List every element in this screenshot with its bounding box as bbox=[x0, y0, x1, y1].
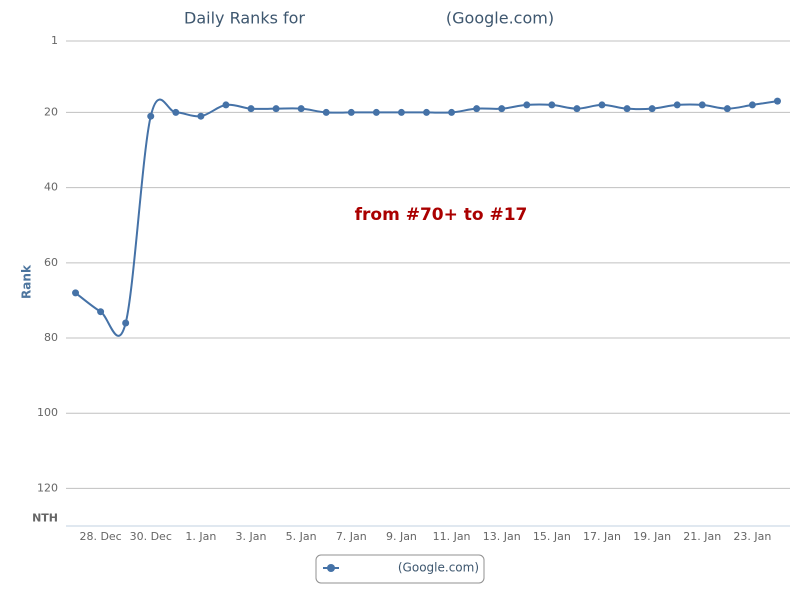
data-point bbox=[598, 101, 606, 109]
data-point bbox=[473, 105, 481, 113]
data-point bbox=[573, 105, 581, 113]
x-tick-label: 13. Jan bbox=[483, 530, 521, 543]
data-point bbox=[397, 108, 405, 116]
x-tick-label: 19. Jan bbox=[633, 530, 671, 543]
data-point bbox=[172, 108, 180, 116]
data-point bbox=[322, 108, 330, 116]
y-tick-label: 120 bbox=[37, 481, 58, 494]
y-tick-label: 60 bbox=[44, 256, 58, 269]
chart-title-site: (Google.com) bbox=[446, 9, 554, 28]
annotation: from #70+ to #17 bbox=[355, 205, 528, 225]
x-tick-label: 21. Jan bbox=[683, 530, 721, 543]
data-point bbox=[222, 101, 230, 109]
data-point bbox=[723, 105, 731, 113]
data-point bbox=[623, 105, 631, 113]
legend-marker bbox=[327, 564, 335, 572]
x-tick-label: 17. Jan bbox=[583, 530, 621, 543]
x-tick-label: 23. Jan bbox=[733, 530, 771, 543]
data-point bbox=[72, 289, 80, 297]
x-tick-label: 28. Dec bbox=[79, 530, 121, 543]
data-point bbox=[423, 108, 430, 116]
y-tick-label: 40 bbox=[44, 181, 58, 194]
x-tick-label: 15. Jan bbox=[533, 530, 571, 543]
data-point bbox=[347, 108, 355, 116]
data-point bbox=[372, 108, 380, 116]
x-tick-label: 9. Jan bbox=[386, 530, 417, 543]
data-point bbox=[147, 112, 155, 120]
y-axis-label: Rank bbox=[20, 264, 34, 299]
x-tick-label: 5. Jan bbox=[286, 530, 317, 543]
y-tick-label: 100 bbox=[37, 406, 58, 419]
y-tick-label: NTH bbox=[32, 511, 58, 524]
x-tick-label: 30. Dec bbox=[130, 530, 172, 543]
data-point bbox=[673, 101, 681, 109]
data-point bbox=[297, 105, 305, 113]
x-tick-label: 3. Jan bbox=[236, 530, 267, 543]
y-tick-label: 80 bbox=[44, 331, 58, 344]
data-point bbox=[498, 105, 506, 113]
data-point bbox=[197, 112, 205, 120]
data-point bbox=[247, 105, 255, 113]
x-tick-label: 11. Jan bbox=[433, 530, 471, 543]
legend-label: (Google.com) bbox=[398, 561, 479, 575]
x-tick-label: 1. Jan bbox=[185, 530, 216, 543]
y-tick-label: 1 bbox=[51, 34, 58, 47]
data-point bbox=[523, 101, 531, 109]
data-point bbox=[773, 97, 781, 105]
data-point bbox=[448, 108, 456, 116]
chart-title: Daily Ranks for bbox=[184, 9, 305, 28]
data-point bbox=[122, 319, 130, 327]
data-point bbox=[548, 101, 556, 109]
data-point bbox=[748, 101, 756, 109]
legend-box bbox=[315, 554, 485, 584]
data-point bbox=[648, 105, 656, 113]
data-point bbox=[698, 101, 706, 109]
x-tick-label: 7. Jan bbox=[336, 530, 367, 543]
data-point bbox=[272, 105, 280, 113]
y-tick-label: 20 bbox=[44, 105, 58, 118]
data-point bbox=[97, 308, 105, 316]
